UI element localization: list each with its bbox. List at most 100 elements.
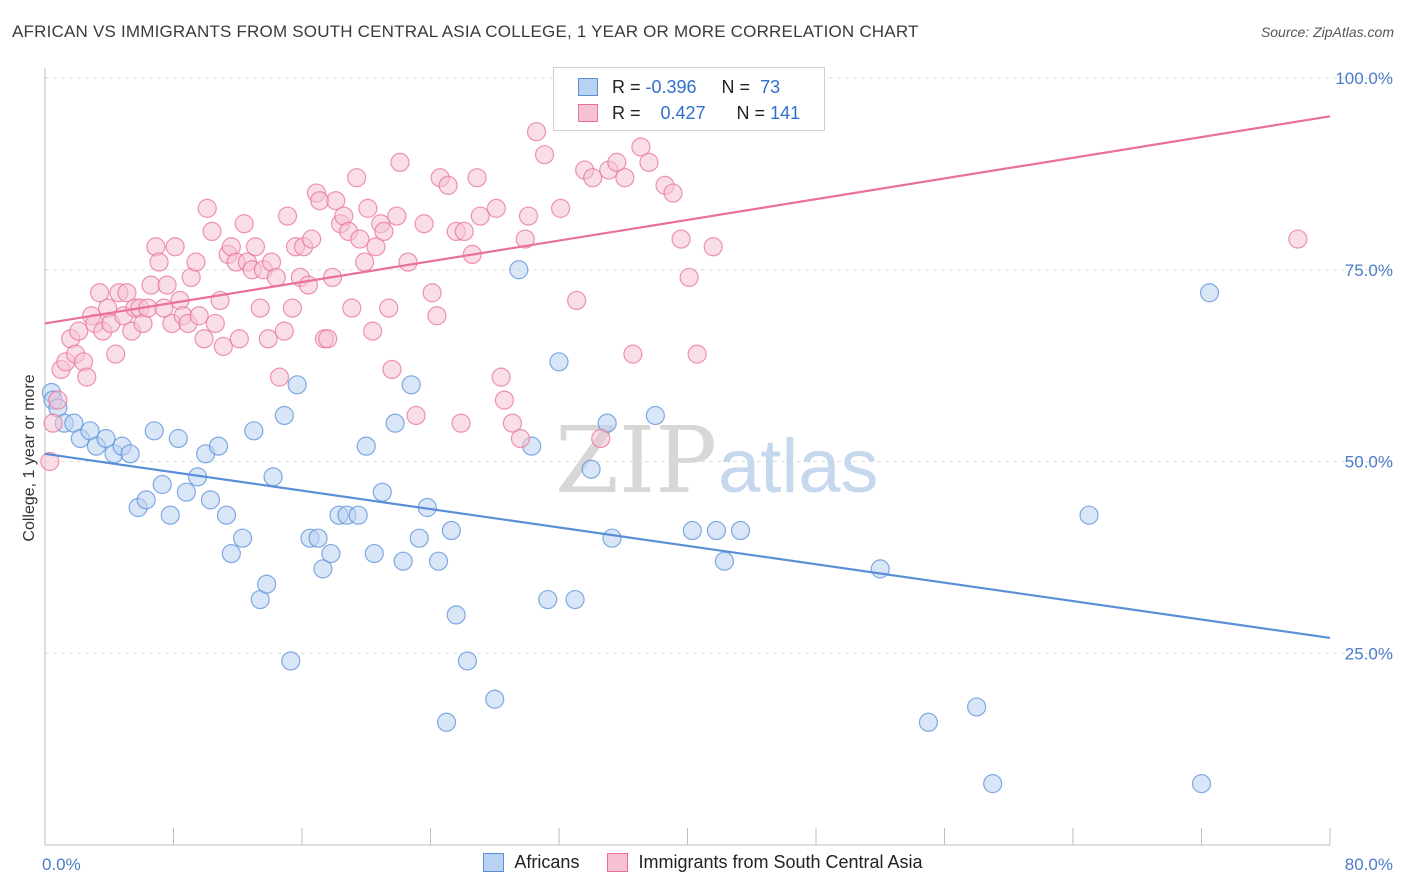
legend-r-label: R = [612, 102, 641, 123]
data-point-africans [144, 421, 164, 441]
data-point-africans [136, 490, 156, 510]
data-point-africans [287, 375, 307, 395]
data-point-africans [348, 505, 368, 525]
data-point-africans [428, 551, 449, 571]
data-point-immigrants [663, 183, 683, 203]
data-point-immigrants [518, 206, 539, 226]
data-point-immigrants [583, 168, 603, 188]
trend-line-immigrants [44, 115, 1331, 325]
data-point-africans [730, 520, 751, 541]
legend-swatch-pink [578, 104, 598, 122]
data-point-africans [274, 405, 294, 426]
data-point-immigrants [149, 252, 169, 272]
trend-lines [44, 115, 1331, 639]
data-point-immigrants [90, 283, 110, 303]
data-point-immigrants [205, 313, 225, 334]
data-point-immigrants [282, 298, 302, 318]
data-point-africans [565, 589, 585, 610]
data-point-immigrants [390, 152, 410, 172]
data-point-immigrants [687, 344, 707, 364]
data-point-africans [208, 436, 229, 456]
data-point-africans [602, 528, 622, 548]
legend-n-label: N = [736, 102, 766, 123]
data-point-immigrants [515, 229, 535, 249]
data-point-immigrants [406, 405, 426, 426]
data-point-immigrants [454, 221, 474, 241]
data-point-africans [509, 260, 529, 280]
data-point-africans [581, 459, 601, 479]
data-point-africans [308, 528, 328, 548]
data-point-immigrants [591, 428, 611, 449]
data-point-africans [1079, 505, 1099, 525]
data-point-immigrants [382, 359, 402, 380]
data-point-africans [682, 520, 702, 541]
data-point-immigrants [229, 329, 249, 349]
data-point-africans [714, 551, 735, 571]
data-point-immigrants [48, 390, 68, 410]
data-point-africans [232, 528, 253, 548]
y-tick-label: 25.0% [1345, 644, 1393, 663]
data-point-immigrants [567, 290, 587, 311]
y-tick-label: 100.0% [1335, 69, 1393, 88]
chart-title: AFRICAN VS IMMIGRANTS FROM SOUTH CENTRAL… [12, 22, 919, 41]
legend-n-value: 73 [760, 76, 781, 97]
data-point-africans [706, 520, 727, 541]
data-point-immigrants [366, 237, 386, 257]
data-point-immigrants [342, 298, 362, 318]
data-point-immigrants [310, 191, 330, 211]
data-point-africans [485, 689, 505, 709]
data-point-africans [120, 444, 140, 464]
data-point-africans [200, 490, 221, 510]
data-point-immigrants [671, 229, 691, 249]
legend-item-immigrants[interactable]: Immigrants from South Central Asia [607, 852, 923, 873]
data-point-immigrants [379, 298, 399, 318]
data-point-immigrants [250, 298, 270, 318]
data-point-immigrants [615, 168, 635, 188]
data-point-africans [918, 712, 939, 732]
legend-label-immigrants: Immigrants from South Central Asia [638, 852, 923, 872]
data-point-africans [364, 543, 384, 564]
watermark: ZIP atlas [555, 407, 879, 514]
data-point-africans [1191, 774, 1212, 794]
data-point-immigrants [245, 237, 266, 257]
data-point-immigrants [269, 367, 290, 387]
x-tick-label: 80.0% [1345, 855, 1393, 874]
y-axis-label: College, 1 year or more [21, 374, 38, 541]
y-tick-label: 75.0% [1345, 261, 1393, 280]
data-point-africans [436, 712, 457, 732]
legend-swatch-blue [483, 853, 505, 872]
data-point-africans [263, 467, 283, 487]
data-point-africans [356, 436, 376, 456]
data-point-immigrants [189, 306, 209, 326]
data-point-africans [244, 421, 264, 441]
data-point-immigrants [623, 344, 643, 364]
data-point-immigrants [326, 191, 346, 211]
data-point-africans [401, 375, 421, 395]
legend-item-africans[interactable]: Africans [483, 852, 579, 873]
data-point-immigrants [438, 175, 458, 195]
legend-box: R = -0.396 N = 73 R = 0.427 N = 141 [553, 67, 825, 131]
data-point-immigrants [363, 321, 383, 341]
data-point-immigrants [502, 413, 523, 433]
data-point-immigrants [387, 206, 407, 226]
legend-r-value: -0.396 [645, 76, 697, 97]
data-point-immigrants [194, 329, 214, 349]
legend-row-africans: R = -0.396 N = 73 [578, 75, 780, 99]
legend-n-label: N = [721, 76, 751, 97]
data-point-immigrants [467, 168, 487, 188]
series-immigrants [40, 122, 1308, 472]
legend-swatch-pink [607, 853, 629, 872]
data-point-immigrants [266, 267, 286, 288]
legend-swatch-blue [578, 78, 598, 96]
data-point-immigrants [551, 198, 571, 218]
data-point-immigrants [526, 122, 547, 142]
data-point-immigrants [534, 145, 555, 165]
data-point-africans [457, 651, 478, 671]
data-point-immigrants [703, 237, 723, 257]
data-point-immigrants [69, 321, 89, 341]
watermark-zip: ZIP [555, 407, 717, 514]
data-point-immigrants [213, 336, 233, 357]
data-point-immigrants [197, 198, 217, 218]
data-point-africans [321, 543, 341, 564]
